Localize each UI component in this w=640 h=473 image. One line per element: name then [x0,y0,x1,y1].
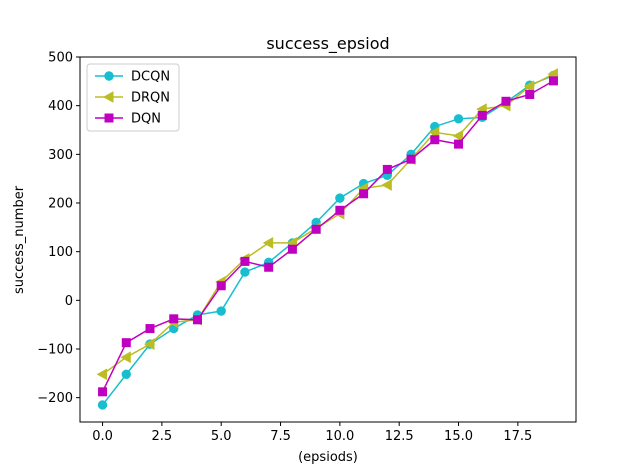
data-point-dqn [406,154,416,164]
x-tick-label: 15.0 [444,429,473,444]
y-tick-label: −200 [37,391,73,406]
x-tick-label: 2.5 [152,429,173,444]
y-tick-label: 0 [65,294,73,309]
data-point-drqn [523,80,535,93]
legend-entry-drqn: DRQN [95,91,170,106]
data-point-dqn [525,89,535,99]
data-point-dqn [454,139,464,149]
y-tick-label: 500 [48,51,73,66]
legend-label-dcqn: DCQN [131,70,170,85]
data-point-dqn [264,262,274,272]
data-point-dqn [98,387,108,397]
data-point-dcqn [216,306,226,316]
data-point-drqn [428,126,440,139]
data-point-dcqn [453,114,464,124]
y-axis-title: success_number [12,185,27,294]
x-tick-label: 5.0 [211,429,232,444]
series-dqn [98,76,558,397]
data-point-dqn [169,314,179,324]
legend-marker-dqn [104,113,114,123]
data-point-dcqn [121,369,131,380]
y-axis: −200 −100 0 100 200 300 400 500 [37,51,80,406]
legend-entry-dqn: DQN [95,112,161,127]
y-tick-label: 400 [48,99,73,114]
legend-marker-drqn [102,91,114,103]
chart-title: success_epsiod [266,34,389,54]
data-point-dqn [477,110,487,120]
x-tick-label: 17.5 [503,429,532,444]
data-point-dqn [311,224,321,234]
legend: DCQN DRQN DQN [86,63,180,132]
data-point-dqn [121,338,131,348]
data-point-dqn [335,205,345,215]
data-point-drqn [143,338,155,350]
legend-marker-dcqn [104,71,114,81]
y-tick-label: 200 [48,197,73,212]
data-point-dcqn [335,193,345,203]
axes-border [79,56,577,423]
data-point-dcqn [240,267,250,277]
data-point-dqn [501,96,511,106]
y-tick-label: 100 [48,245,73,260]
data-point-dcqn [97,400,108,410]
x-axis-title: (epsiods) [298,450,358,465]
x-tick-label: 7.5 [270,429,291,444]
data-point-drqn [262,237,274,249]
series-layer [96,68,559,410]
data-point-dqn [287,244,297,254]
x-tick-label: 12.5 [385,429,414,444]
y-tick-label: −100 [37,343,73,358]
legend-label-dqn: DQN [131,112,161,127]
data-point-dqn [216,281,226,291]
y-tick-label: 300 [48,148,73,163]
data-point-drqn [381,179,392,191]
data-point-dqn [240,256,250,266]
data-point-dqn [430,135,440,145]
x-tick-label: 10.0 [325,429,354,444]
data-point-dqn [145,324,155,334]
data-point-dqn [548,76,558,86]
legend-label-drqn: DRQN [131,91,170,106]
data-point-drqn [96,368,108,381]
x-tick-label: 0.0 [92,429,113,444]
data-point-drqn [452,129,464,142]
data-point-dqn [382,164,392,174]
data-point-dqn [359,189,369,199]
x-axis: 0.0 2.5 5.0 7.5 10.0 12.5 15.0 17.5 [92,422,532,444]
data-point-dqn [192,315,202,325]
data-point-drqn [120,351,131,364]
legend-entry-dcqn: DCQN [95,70,170,85]
